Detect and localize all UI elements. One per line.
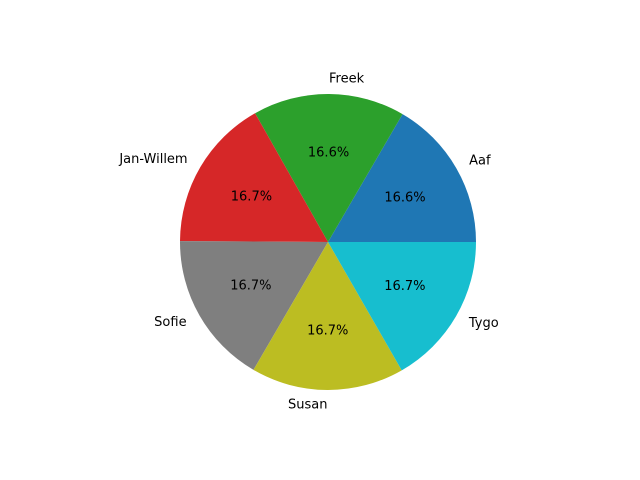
slice-freek: [255, 94, 403, 243]
slice-sofie: [180, 241, 328, 370]
category-label-sofie: Sofie: [154, 315, 186, 330]
percent-label-susan: 16.7%: [307, 323, 348, 338]
pie-slices: [180, 94, 477, 390]
percent-label-jan-willem: 16.7%: [231, 190, 272, 205]
category-label-jan-willem: Jan-Willem: [118, 152, 187, 167]
percent-label-freek: 16.6%: [308, 146, 349, 161]
slice-jan-willem: [180, 113, 328, 243]
percent-label-aaf: 16.6%: [384, 190, 425, 205]
slice-aaf: [328, 114, 477, 242]
slice-susan: [253, 242, 402, 390]
percent-label-tygo: 16.7%: [384, 279, 425, 294]
slice-tygo: [328, 242, 476, 371]
category-label-aaf: Aaf: [469, 153, 491, 168]
category-label-freek: Freek: [329, 72, 365, 87]
category-label-tygo: Tygo: [468, 316, 499, 331]
percent-label-sofie: 16.7%: [230, 278, 271, 293]
category-label-susan: Susan: [288, 397, 327, 412]
pie-labels: 16.6% Aaf 16.6% Freek 16.7% Jan-Willem 16.7% So…: [118, 72, 498, 413]
